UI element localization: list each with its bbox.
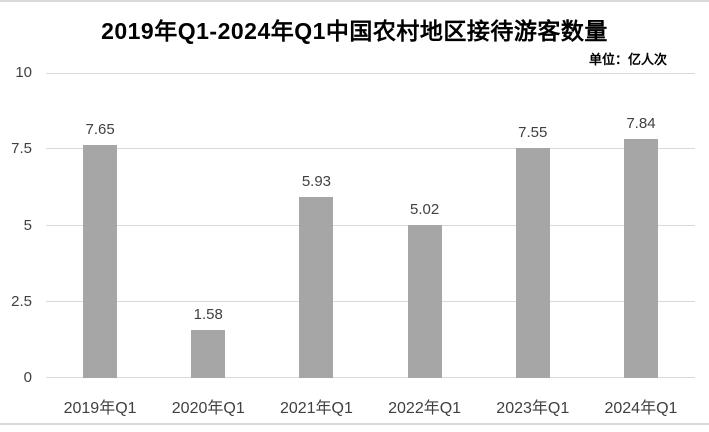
bar-series: 7.65 1.58 5.93 5.02 7.55 7.84 <box>46 73 695 378</box>
bar-slot: 7.65 <box>46 73 154 378</box>
x-axis: 2019年Q1 2020年Q1 2021年Q1 2022年Q1 2023年Q1 2024年… <box>46 394 695 418</box>
bar-slot: 7.84 <box>587 73 695 378</box>
bar-value-label: 7.55 <box>518 123 548 141</box>
y-axis: 0 2.5 5 7.5 10 <box>0 64 32 386</box>
bar-value-label: 5.02 <box>410 200 440 218</box>
bottom-edge-rule <box>0 423 709 425</box>
bar-value-label: 5.93 <box>301 173 332 191</box>
chart-title: 2019年Q1-2024年Q1中国农村地区接待游客数量 <box>101 18 608 44</box>
bar <box>623 138 658 378</box>
y-axis-tick-label: 5 <box>23 216 32 234</box>
y-axis-tick-label: 7.5 <box>11 140 32 158</box>
bar-slot: 1.58 <box>154 73 262 378</box>
x-axis-category-label: 2020年Q1 <box>171 400 245 417</box>
x-axis-category-label: 2021年Q1 <box>279 400 353 417</box>
x-axis-category-label: 2022年Q1 <box>388 400 462 417</box>
bar <box>515 147 550 378</box>
bar-value-label: 7.84 <box>626 114 656 132</box>
x-axis-category-label: 2023年Q1 <box>496 400 570 417</box>
bar <box>83 144 118 378</box>
gridline <box>46 224 695 226</box>
bar <box>299 197 334 378</box>
unit-label: 单位：亿人次 <box>588 52 667 67</box>
x-axis-category-label: 2024年Q1 <box>604 400 678 417</box>
bar <box>191 329 226 378</box>
gridline <box>46 377 695 378</box>
top-edge-rule <box>0 0 709 2</box>
plot-area: 7.65 1.58 5.93 5.02 7.55 7.84 <box>46 73 695 378</box>
y-axis-tick-label: 2.5 <box>11 292 32 310</box>
bar-value-label: 1.58 <box>193 305 223 323</box>
x-axis-category-label: 2019年Q1 <box>63 400 137 417</box>
y-axis-tick-label: 10 <box>15 64 32 81</box>
gridline <box>46 73 695 74</box>
gridline <box>46 300 695 302</box>
y-axis-tick-label: 0 <box>23 369 32 386</box>
bar-value-label: 7.65 <box>85 120 115 138</box>
bar-slot: 7.55 <box>479 73 587 378</box>
bar <box>407 224 442 378</box>
bar-slot: 5.02 <box>371 73 479 378</box>
bar-slot: 5.93 <box>262 73 370 378</box>
gridline <box>46 148 695 150</box>
